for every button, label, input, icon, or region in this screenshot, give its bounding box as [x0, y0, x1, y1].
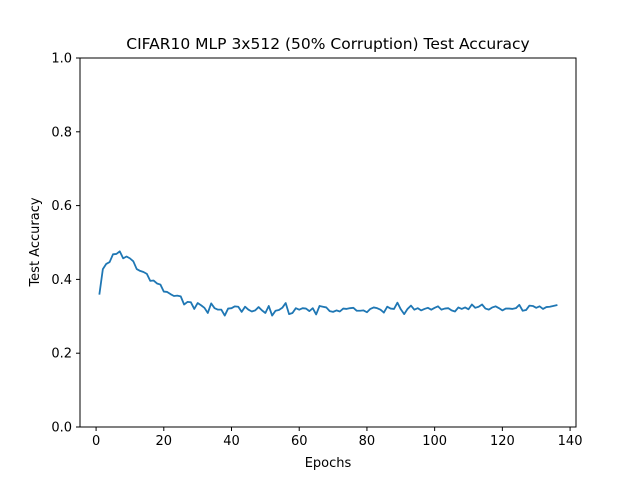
y-tick-label: 0.8	[51, 125, 72, 140]
x-tick-label: 100	[422, 434, 447, 449]
chart-title: CIFAR10 MLP 3x512 (50% Corruption) Test …	[126, 35, 529, 53]
y-axis-label: Test Accuracy	[28, 197, 43, 287]
x-tick-label: 0	[92, 434, 100, 449]
x-tick-label: 140	[558, 434, 583, 449]
series-line-0	[98, 250, 558, 317]
x-tick-label: 120	[490, 434, 515, 449]
x-tick-label: 40	[223, 434, 240, 449]
x-axis-label: Epochs	[305, 456, 352, 471]
plot-frame	[79, 57, 577, 428]
x-tick-label: 20	[156, 434, 173, 449]
y-tick-label: 0.4	[51, 273, 72, 288]
y-tick-label: 0.6	[51, 199, 72, 214]
x-tick-label: 60	[291, 434, 308, 449]
y-tick-label: 0.2	[51, 347, 72, 362]
y-tick-label: 0.0	[51, 421, 72, 436]
x-tick-label: 80	[359, 434, 376, 449]
y-tick-label: 1.0	[51, 52, 72, 67]
